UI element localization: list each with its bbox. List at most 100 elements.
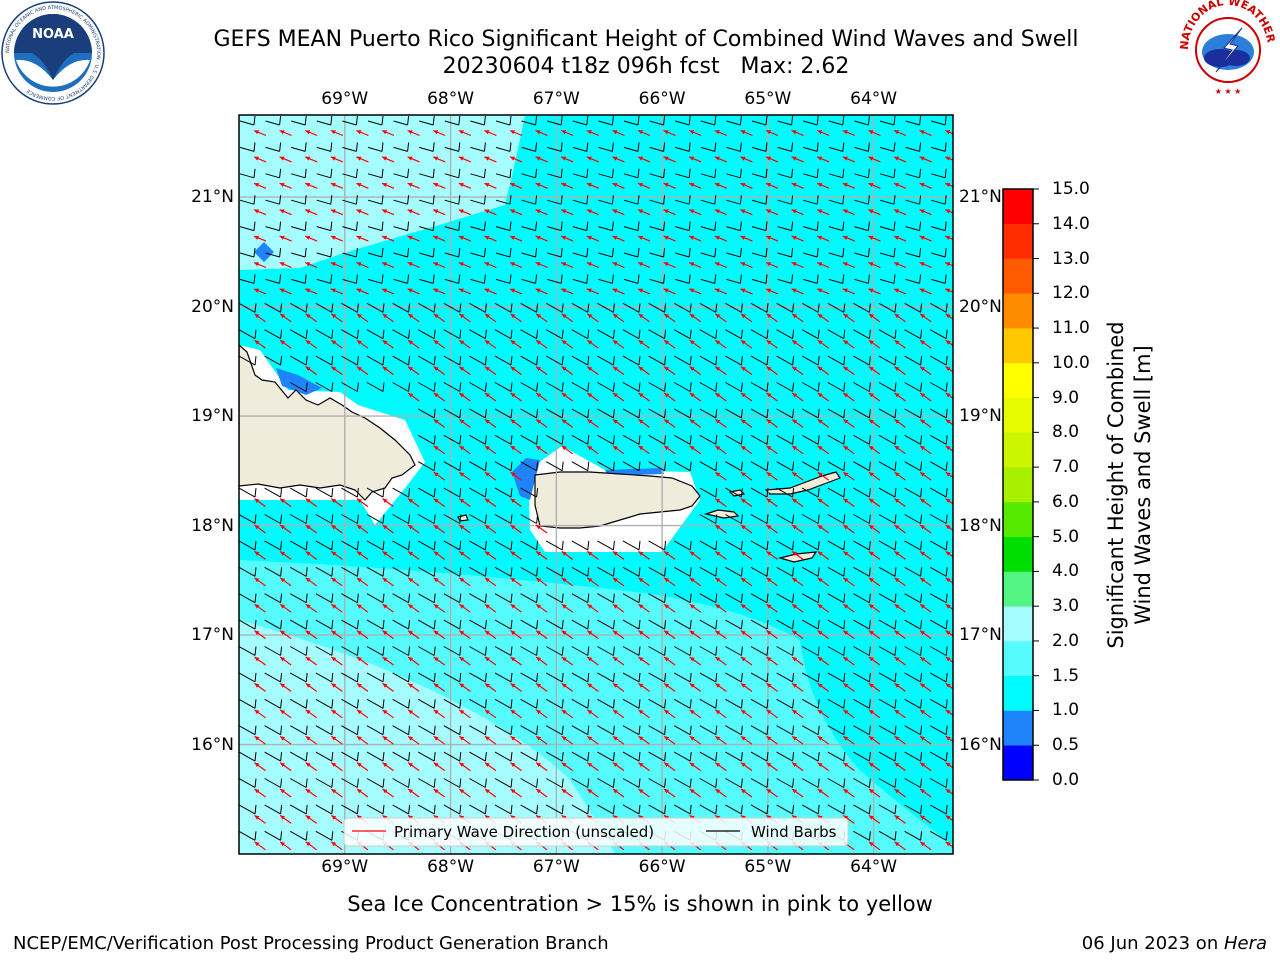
lat-label-right: 18°N — [959, 515, 1002, 536]
wind-barb — [931, 142, 947, 152]
wave-arrow — [305, 366, 318, 376]
colorbar-tick-label: 0.0 — [1052, 770, 1080, 790]
wind-barb — [598, 115, 614, 126]
wind-barb — [366, 593, 385, 604]
wave-arrow — [919, 288, 932, 295]
wind-barb — [675, 168, 691, 179]
wave-arrow — [817, 682, 830, 692]
island-vieques — [703, 509, 740, 519]
wave-arrow — [714, 524, 727, 534]
wave-arrow — [894, 471, 906, 481]
wind-barb — [827, 461, 846, 472]
wind-barb — [545, 804, 564, 815]
wave-arrow — [842, 471, 855, 481]
wind-barb — [726, 115, 742, 126]
wind-barb — [393, 247, 410, 258]
wind-barb — [494, 751, 513, 762]
colorbar-segment — [1003, 710, 1033, 746]
wave-arrow — [356, 550, 369, 560]
wave-arrow — [612, 577, 625, 587]
wave-arrow — [432, 129, 446, 137]
wind-barb — [648, 646, 667, 656]
wave-arrow — [663, 762, 676, 772]
wave-arrow — [612, 209, 625, 216]
wind-barb — [239, 698, 257, 709]
wind-barb — [443, 355, 462, 366]
wind-barb — [929, 672, 948, 683]
wave-arrow — [484, 156, 497, 163]
lat-label-right: 19°N — [959, 406, 1002, 427]
wind-barb — [265, 115, 282, 126]
wave-arrow — [535, 366, 548, 376]
wave-arrow — [535, 788, 548, 798]
wind-barb — [392, 646, 411, 656]
wind-barb — [494, 778, 513, 788]
wave-arrow — [766, 445, 778, 455]
wave-arrow — [868, 471, 881, 481]
wave-arrow — [637, 129, 651, 137]
wave-arrow — [356, 209, 369, 216]
wave-arrow — [945, 841, 953, 848]
wave-arrow — [305, 550, 318, 560]
wind-barb — [623, 115, 640, 126]
wind-barb — [776, 434, 795, 445]
wave-arrow — [330, 498, 343, 508]
wind-barb — [316, 274, 333, 284]
wind-barb — [700, 274, 717, 284]
wind-barb — [469, 619, 487, 630]
wave-arrow — [637, 235, 651, 242]
wave-arrow — [945, 471, 953, 479]
wind-barb — [803, 168, 819, 179]
wind-barb — [649, 221, 666, 232]
wave-arrow — [894, 656, 906, 666]
wave-arrow — [279, 313, 292, 323]
wind-barb — [700, 247, 717, 258]
wind-barb — [648, 566, 667, 577]
wind-barb — [342, 247, 358, 258]
wave-arrow — [714, 577, 727, 587]
wave-arrow — [944, 156, 953, 161]
wind-barb — [750, 725, 769, 736]
wind-barb — [931, 168, 947, 179]
wind-barb — [341, 672, 359, 683]
wind-barb — [777, 195, 794, 205]
wave-arrow — [432, 288, 446, 295]
wave-arrow — [586, 762, 599, 772]
wind-barb — [673, 619, 692, 630]
wind-barb — [803, 221, 819, 232]
wave-arrow — [740, 392, 753, 402]
map-frame — [238, 114, 954, 855]
wind-barb — [750, 804, 769, 815]
wave-arrow — [893, 156, 907, 163]
wave-arrow — [791, 209, 804, 216]
wind-barb — [289, 672, 308, 683]
wind-barb — [289, 619, 308, 630]
wind-barb — [853, 461, 871, 472]
wave-arrow — [330, 656, 343, 666]
wind-barb — [545, 408, 564, 419]
wave-arrow — [458, 261, 472, 269]
wave-arrow — [535, 288, 548, 295]
wind-barb — [264, 672, 283, 683]
wave-arrow — [382, 788, 394, 798]
wave-arrow — [791, 129, 804, 137]
wind-barb — [366, 619, 385, 630]
wave-arrow — [535, 182, 548, 189]
wave-arrow — [842, 498, 855, 508]
wave-arrow — [382, 550, 394, 560]
wave-arrow — [944, 182, 953, 188]
wind-barb — [239, 672, 257, 683]
wind-barb — [470, 168, 486, 179]
wave-arrow — [817, 366, 830, 376]
wave-arrow — [766, 418, 778, 428]
wave-arrow — [356, 788, 369, 798]
lon-label-top: 67°W — [532, 89, 580, 109]
wave-arrow — [356, 709, 369, 719]
wave-arrow — [714, 366, 727, 376]
wave-arrow — [330, 235, 344, 242]
wind-barb — [622, 408, 641, 419]
wind-barb — [520, 751, 539, 762]
wind-barb — [725, 619, 743, 630]
wave-arrow — [765, 235, 779, 242]
wave-arrow — [484, 445, 497, 455]
